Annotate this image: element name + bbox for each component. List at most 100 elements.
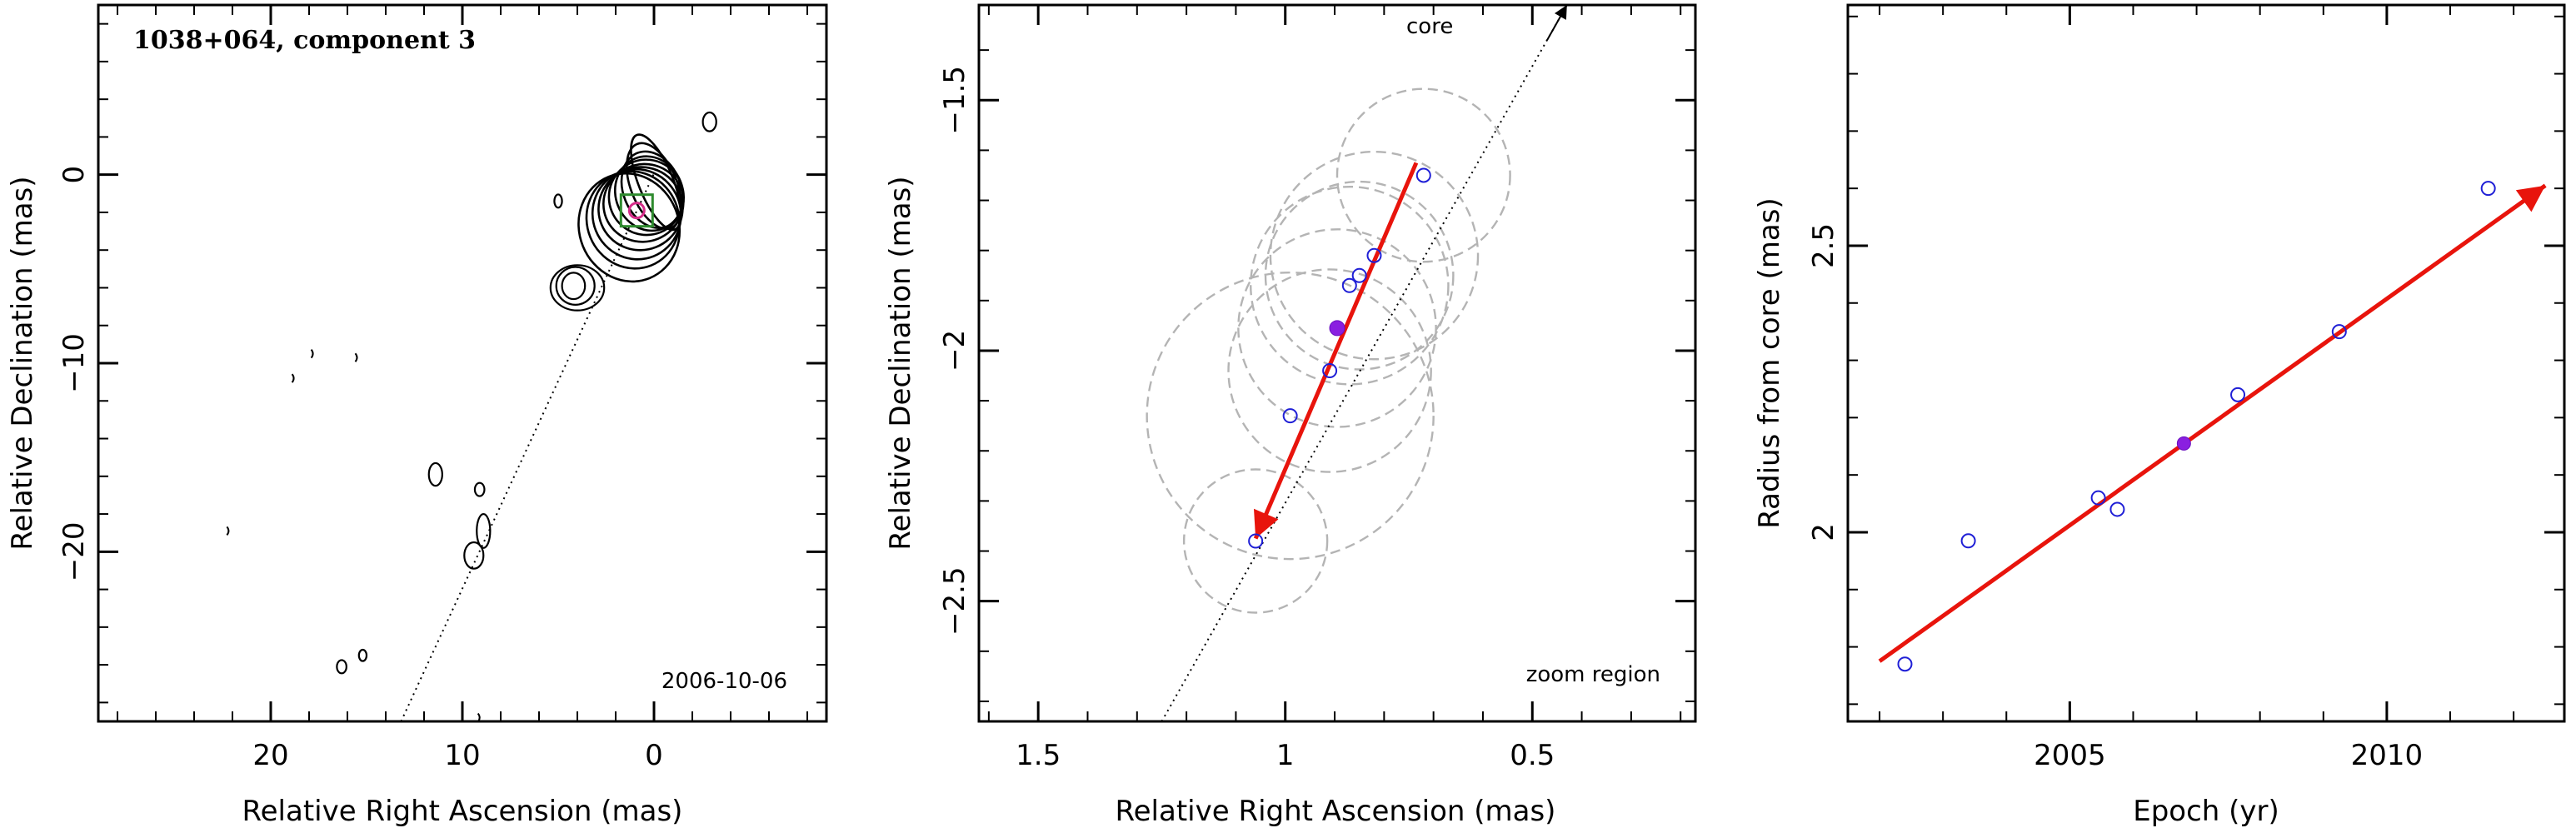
fit-arrow-shaft [1878,183,2547,663]
tick-marks [979,5,1695,721]
component-marker [619,193,654,228]
error-circle [1227,268,1432,473]
linear-fit-arrow [1878,183,2547,663]
y-tick-labels: 22.5 [1807,223,1840,541]
jet-axis-line [400,164,659,721]
data-point [2480,181,2496,197]
core-annotation: core [1406,14,1453,39]
data-point [1248,533,1264,549]
error-circle [1237,228,1437,428]
velocity-arrow-head [1254,508,1279,539]
contour-blob [473,481,486,497]
y-axis-label: Radius from core (mas) [1753,197,1786,528]
x-axis-label: Relative Right Ascension (mas) [242,795,683,828]
data-point [1415,167,1431,183]
date-annotation: 2006-10-06 [661,669,787,694]
contour-blob [555,266,596,306]
error-circle [1250,185,1450,386]
y-axis-label: Relative Declination (mas) [6,176,39,550]
core-contour [607,158,686,237]
contour-blob [701,111,717,132]
data-point [1351,267,1367,283]
y-tick-label: 2 [1807,523,1840,541]
contour-blob [476,512,492,549]
y-tick-labels: −1.5 −2 −2.5 [938,66,971,636]
x-tick-label: 1 [1276,739,1295,772]
error-circle [1335,87,1511,263]
data-point [2230,387,2246,402]
position-points [1248,167,1431,549]
data-point [1897,656,1913,672]
tick-marks [1848,5,2564,721]
noise-contour [226,526,230,536]
velocity-arrow [1253,162,1419,540]
highlight-point [1329,320,1345,337]
contour-blob [549,264,606,312]
x-tick-labels: 20 10 0 [252,739,662,772]
y-tick-label: 0 [57,166,91,184]
data-point [2331,324,2347,340]
plot-frame [977,3,1697,723]
noise-contour [310,349,314,359]
panel-contour-map: 20 10 0 0 −10 −20 1038+064, component 3 2006… [6,3,828,828]
y-tick-label: −10 [57,333,91,393]
panel-zoom-region: 1.5 1 0.5 −1.5 −2 −2.5 core zoom region Rela… [884,3,1697,828]
fit-arrow-head [2515,185,2546,212]
data-point [2090,490,2106,506]
x-tick-labels: 1.5 1 0.5 [1016,739,1555,772]
x-tick-label: 0 [645,739,663,772]
plot-frame [1846,3,2566,723]
x-axis-label: Relative Right Ascension (mas) [1116,795,1556,828]
data-point [1366,247,1382,263]
chart-title: 1038+064, component 3 [133,26,476,55]
error-circles [1146,87,1511,614]
y-tick-labels: 0 −10 −20 [57,166,91,581]
radius-points [1897,181,2496,672]
y-tick-label: −1.5 [938,66,971,135]
data-point [2109,501,2125,517]
x-tick-labels: 2005 2010 [2034,739,2423,772]
contour-blob [463,541,485,570]
component-circle [627,202,646,220]
error-circle [1264,180,1455,371]
y-tick-label: 2.5 [1807,223,1840,268]
contour-set [226,111,717,721]
core-arrow-head [1554,5,1567,20]
y-tick-label: −2.5 [938,566,971,636]
y-tick-label: −20 [57,521,91,581]
panel-radius-vs-epoch: 2005 2010 22.5 Epoch (yr) Radius from cor… [1753,3,2566,828]
tick-marks [98,5,826,721]
noise-contour [354,352,358,362]
x-tick-label: 0.5 [1510,739,1555,772]
zoom-region-annotation: zoom region [1526,662,1660,687]
core-contour [602,162,685,243]
x-tick-label: 10 [444,739,480,772]
noise-contour [291,373,295,383]
data-point [1282,408,1298,424]
highlight-point [2176,436,2191,451]
contour-blob [427,461,443,487]
core-direction-arrow [1546,5,1568,41]
error-circle [1269,150,1480,361]
x-tick-label: 20 [252,739,288,772]
plot-frame [97,3,828,723]
data-point [1341,277,1357,293]
y-axis-label: Relative Declination (mas) [884,176,917,550]
contour-blob [561,272,587,301]
contour-blob [357,648,368,662]
core-contour [577,172,681,283]
data-point [1960,533,1976,549]
x-tick-label: 1.5 [1016,739,1061,772]
y-tick-label: −2 [938,330,971,372]
error-circle [1146,271,1435,561]
component-box [619,193,654,228]
contour-blob [553,193,563,209]
data-point [1322,363,1338,379]
x-tick-label: 2010 [2351,739,2424,772]
velocity-arrow-shaft [1253,162,1419,540]
contour-blob [336,659,347,675]
x-tick-label: 2005 [2034,739,2106,772]
x-axis-label: Epoch (yr) [2133,795,2279,828]
error-circle [1182,468,1329,614]
